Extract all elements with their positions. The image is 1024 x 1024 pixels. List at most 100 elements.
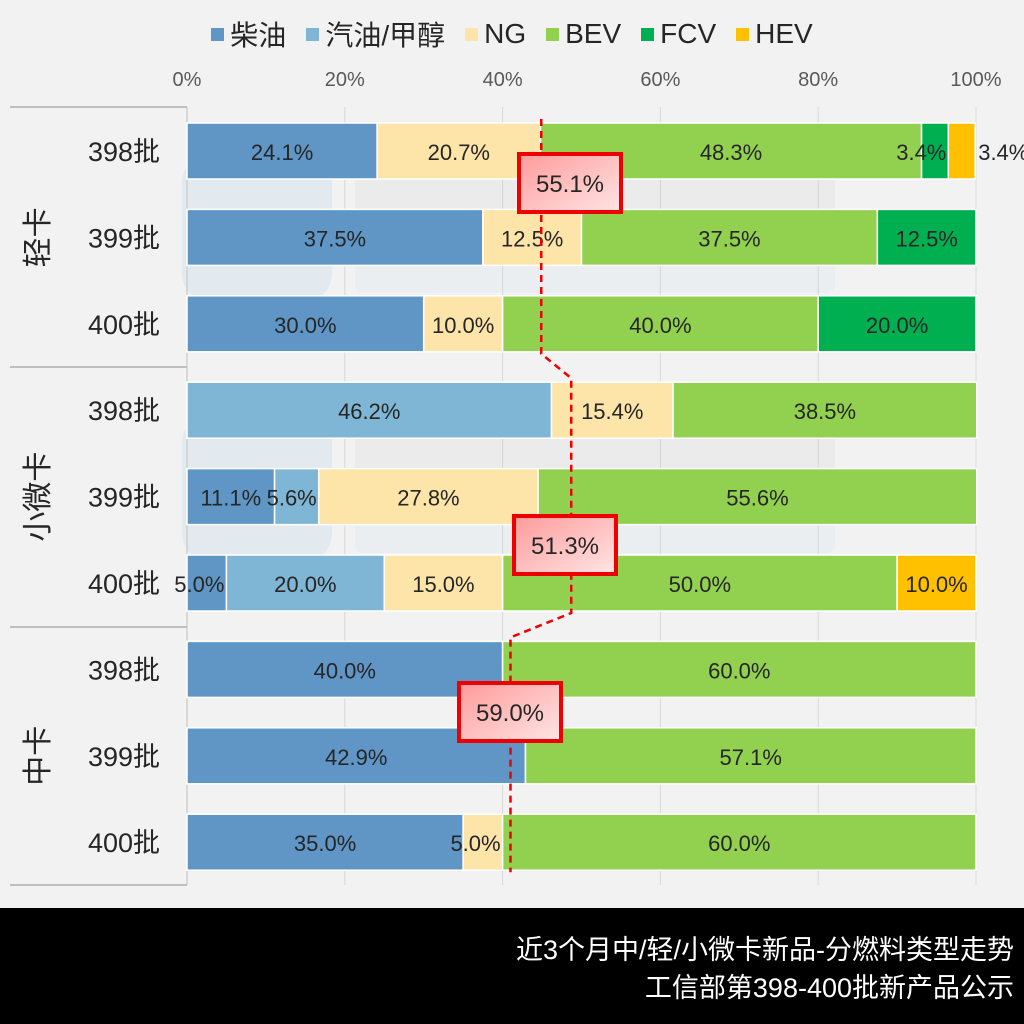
legend-swatch — [306, 27, 320, 41]
legend-label: 汽油/甲醇 — [325, 20, 446, 51]
data-label: 5.6% — [267, 486, 317, 511]
x-tick-label: 40% — [483, 69, 523, 91]
bar-segment — [273, 467, 320, 526]
data-label: 12.5% — [895, 226, 957, 251]
x-tick-label: 80% — [798, 69, 838, 91]
bar-segment — [186, 554, 228, 612]
bar-segment — [817, 295, 977, 353]
data-label: 3.4% — [896, 140, 946, 165]
data-label: 55.6% — [726, 486, 788, 511]
legend-label: NG — [484, 18, 527, 49]
bar-segment — [186, 208, 484, 267]
bar-segment — [876, 208, 977, 267]
data-label: 15.4% — [581, 399, 643, 424]
data-label: 12.5% — [501, 226, 563, 251]
x-tick-label: 60% — [640, 69, 680, 91]
legend-item: HEV — [736, 14, 813, 54]
bar-segment — [524, 727, 977, 785]
legend-swatch — [546, 27, 560, 41]
callout-box — [457, 681, 563, 743]
data-label: 10.0% — [432, 313, 494, 338]
data-label: 20.0% — [866, 313, 928, 338]
data-label: 50.0% — [669, 572, 731, 597]
legend-item: BEV — [546, 14, 621, 54]
data-label: 37.5% — [698, 226, 760, 251]
legend-item: NG — [465, 14, 526, 54]
bar-segment — [462, 813, 504, 871]
group-label: 轻卡 — [22, 207, 55, 267]
legend-swatch — [465, 27, 479, 41]
legend-item: FCV — [641, 14, 716, 54]
callout-value: 59.0% — [476, 700, 544, 727]
data-label: 42.9% — [325, 745, 387, 770]
bar-segment — [186, 122, 378, 180]
data-label: 20.7% — [428, 140, 490, 165]
data-label: 27.8% — [397, 486, 459, 511]
row-label: 398批 — [88, 396, 160, 426]
data-label: 10.0% — [905, 572, 967, 597]
row-label: 399批 — [88, 223, 160, 253]
data-label: 30.0% — [274, 313, 336, 338]
x-tick-label: 100% — [950, 69, 1001, 91]
callout-value: 55.1% — [536, 171, 604, 198]
row-label: 400批 — [88, 310, 160, 340]
group-label: 小微卡 — [22, 452, 55, 542]
legend-label: HEV — [755, 18, 813, 49]
bar-segment — [186, 813, 464, 871]
legend-item: 汽油/甲醇 — [306, 14, 445, 54]
data-label: 15.0% — [412, 572, 474, 597]
legend-item: 柴油 — [211, 14, 286, 54]
row-label: 398批 — [88, 137, 160, 167]
stacked-bar-chart: 0% 20% 40% 60% 80% 100% 轻卡 398批 24.1% 20.7% 48.3% 3… — [10, 69, 1024, 886]
data-label: 46.2% — [338, 399, 400, 424]
legend-swatch — [211, 27, 225, 41]
data-label: 37.5% — [304, 226, 366, 251]
data-label: 3.4% — [978, 140, 1024, 165]
legend-label: BEV — [565, 18, 622, 49]
bar-segment — [580, 208, 879, 267]
bar-segment — [672, 381, 978, 439]
row-label: 398批 — [88, 655, 160, 685]
footer-title: 近3个月中/轻/小微卡新品-分燃料类型走势 — [515, 935, 1014, 965]
bar-segment — [376, 122, 542, 180]
bar-segment — [501, 295, 819, 353]
x-tick-label: 0% — [173, 69, 202, 91]
callout-box — [517, 152, 623, 214]
data-label: 5.0% — [174, 572, 224, 597]
footer-band: 近3个月中/轻/小微卡新品-分燃料类型走势 工信部第398-400批新产品公示 — [0, 908, 1024, 1024]
data-label: 35.0% — [294, 831, 356, 856]
legend-label: 柴油 — [230, 20, 287, 51]
data-label: 38.5% — [794, 399, 856, 424]
data-label: 11.1% — [200, 486, 261, 511]
data-label: 20.0% — [274, 572, 336, 597]
data-label: 48.3% — [700, 140, 762, 165]
bar-segment — [225, 554, 385, 612]
callout-value: 51.3% — [531, 533, 599, 560]
bar-segment — [501, 640, 977, 699]
data-label: 24.1% — [251, 140, 313, 165]
bar-segment — [501, 813, 977, 871]
row-label: 399批 — [88, 483, 160, 513]
row-label: 400批 — [88, 569, 160, 599]
data-label: 60.0% — [708, 831, 770, 856]
bar-segment — [318, 467, 539, 526]
row-label: 399批 — [88, 742, 160, 772]
trend-line — [509, 119, 573, 873]
bar-segment — [422, 295, 504, 353]
legend-swatch — [736, 27, 750, 41]
legend: 柴油 汽油/甲醇 NG BEV FCV HEV — [0, 14, 1024, 54]
legend-swatch — [641, 27, 655, 41]
legend-label: FCV — [660, 18, 717, 49]
data-label: 40.0% — [314, 658, 376, 683]
data-label: 57.1% — [720, 745, 782, 770]
data-label: 5.0% — [450, 831, 500, 856]
bar-segment — [186, 467, 276, 526]
bar-segment — [186, 295, 425, 353]
bar-segment — [947, 122, 976, 180]
footer-subtitle: 工信部第398-400批新产品公示 — [644, 973, 1014, 1003]
data-label: 40.0% — [629, 313, 691, 338]
data-label: 60.0% — [708, 658, 770, 683]
x-tick-label: 20% — [325, 69, 365, 91]
row-label: 400批 — [88, 828, 160, 858]
callout-box — [512, 514, 618, 576]
